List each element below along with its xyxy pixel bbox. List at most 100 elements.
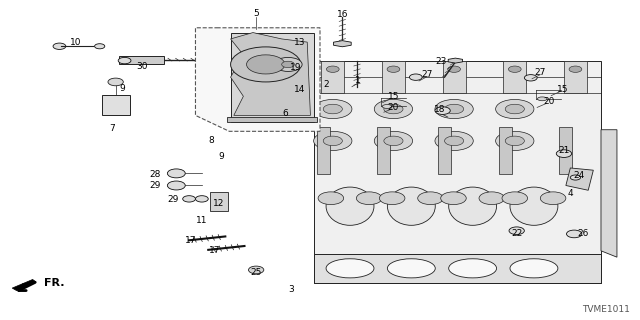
Ellipse shape (387, 259, 435, 278)
Text: 8: 8 (209, 136, 214, 145)
Text: 19: 19 (290, 63, 301, 72)
Text: 1: 1 (355, 76, 361, 85)
Polygon shape (230, 33, 310, 116)
Text: 6: 6 (282, 109, 288, 118)
Bar (317, 126, 330, 174)
Circle shape (230, 47, 301, 82)
Circle shape (569, 66, 582, 72)
Polygon shape (12, 279, 36, 291)
Circle shape (248, 266, 264, 274)
Circle shape (495, 131, 534, 150)
Circle shape (441, 192, 467, 204)
Text: 28: 28 (150, 170, 161, 179)
Ellipse shape (449, 259, 497, 278)
Ellipse shape (538, 97, 547, 101)
Bar (119, 56, 164, 64)
Circle shape (384, 104, 403, 114)
Text: 23: 23 (436, 57, 447, 66)
Text: 17: 17 (209, 246, 220, 255)
Circle shape (445, 104, 464, 114)
Circle shape (508, 66, 521, 72)
Text: 14: 14 (294, 85, 305, 94)
Circle shape (509, 227, 524, 235)
Bar (227, 117, 317, 122)
Text: 15: 15 (557, 85, 568, 94)
Polygon shape (448, 58, 463, 63)
Text: FR.: FR. (44, 278, 65, 288)
Text: 10: 10 (70, 38, 82, 47)
Ellipse shape (510, 259, 558, 278)
Circle shape (374, 100, 413, 119)
Ellipse shape (326, 187, 374, 225)
Ellipse shape (387, 187, 435, 225)
Text: 18: 18 (435, 105, 446, 114)
Ellipse shape (326, 259, 374, 278)
Circle shape (505, 104, 524, 114)
Polygon shape (601, 130, 617, 257)
Text: 9: 9 (218, 152, 224, 161)
Text: 24: 24 (573, 172, 584, 180)
Circle shape (448, 66, 461, 72)
Text: 16: 16 (337, 10, 348, 19)
Text: 2: 2 (324, 80, 329, 89)
Text: 26: 26 (577, 229, 589, 238)
Circle shape (195, 196, 208, 202)
Circle shape (274, 57, 302, 71)
Circle shape (380, 192, 405, 204)
Ellipse shape (382, 105, 392, 108)
Polygon shape (314, 254, 601, 283)
Text: 20: 20 (388, 103, 399, 112)
Circle shape (314, 100, 352, 119)
Circle shape (323, 104, 342, 114)
Text: 21: 21 (558, 146, 570, 155)
Text: 11: 11 (196, 216, 207, 225)
Text: 15: 15 (388, 92, 399, 101)
Circle shape (53, 43, 66, 50)
Bar (438, 126, 451, 174)
Bar (503, 61, 526, 93)
Circle shape (356, 192, 382, 204)
Circle shape (418, 192, 444, 204)
Circle shape (502, 192, 527, 204)
Circle shape (570, 175, 580, 180)
Polygon shape (566, 168, 593, 190)
Text: 4: 4 (568, 189, 573, 198)
Circle shape (118, 57, 131, 64)
Text: 9: 9 (119, 84, 125, 93)
Text: 7: 7 (109, 124, 115, 132)
Text: 29: 29 (150, 181, 161, 190)
Text: 13: 13 (294, 38, 305, 47)
Circle shape (168, 169, 185, 178)
Circle shape (540, 192, 566, 204)
Circle shape (108, 78, 124, 86)
Circle shape (246, 55, 285, 74)
Text: 20: 20 (543, 97, 554, 106)
Bar (210, 192, 228, 211)
Circle shape (168, 181, 185, 190)
Circle shape (445, 136, 464, 146)
Text: 12: 12 (213, 198, 225, 207)
Text: 5: 5 (253, 9, 259, 18)
Circle shape (566, 230, 582, 238)
Circle shape (556, 150, 572, 157)
Bar (321, 61, 344, 93)
Circle shape (282, 61, 294, 68)
Bar (443, 61, 466, 93)
Bar (564, 61, 587, 93)
Circle shape (374, 131, 413, 150)
Ellipse shape (510, 187, 558, 225)
Polygon shape (195, 28, 320, 131)
Text: 3: 3 (289, 284, 294, 293)
Circle shape (435, 131, 473, 150)
Bar (559, 126, 572, 174)
Text: 17: 17 (185, 236, 196, 245)
Text: 29: 29 (168, 195, 179, 204)
Polygon shape (333, 41, 351, 47)
Bar (382, 61, 405, 93)
Circle shape (95, 44, 105, 49)
Circle shape (318, 192, 344, 204)
Circle shape (435, 107, 451, 115)
Polygon shape (314, 61, 601, 283)
Bar (378, 126, 390, 174)
Circle shape (326, 66, 339, 72)
